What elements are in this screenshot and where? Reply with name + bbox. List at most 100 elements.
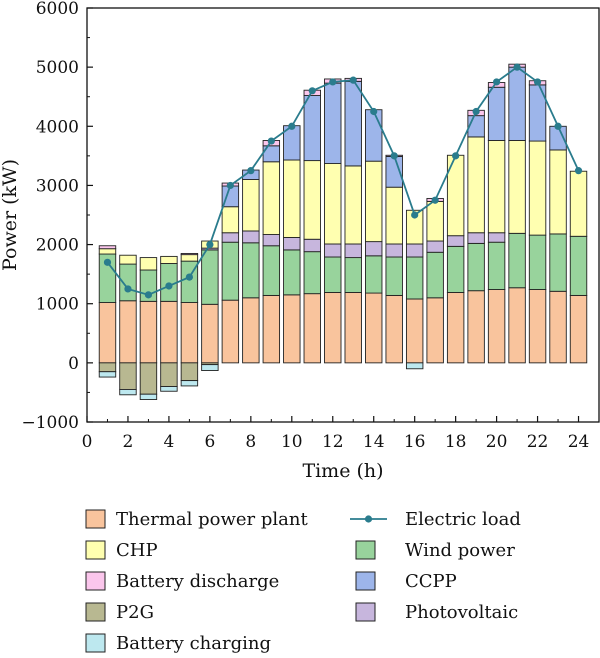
bar-pv — [487, 232, 506, 243]
bar-ccpp — [344, 80, 362, 167]
bar-pv — [365, 241, 383, 257]
legend-swatch-pv — [355, 602, 376, 622]
legend-marker-load — [364, 515, 373, 523]
legend-label-ccpp: CCPP — [405, 571, 457, 592]
bar-wind — [221, 241, 240, 301]
bar-wind — [569, 235, 588, 296]
electric-load-point — [452, 152, 460, 160]
bar-wind — [344, 257, 362, 293]
bar-chp — [221, 206, 240, 234]
bar-chp — [283, 159, 301, 238]
bar-thermal — [242, 297, 260, 364]
electric-load-point — [390, 152, 398, 160]
y-tick-label: 1000 — [36, 295, 79, 315]
bar-chp — [262, 161, 281, 235]
bar-ccpp — [324, 82, 342, 164]
bar-ccpp — [508, 66, 526, 141]
bar-chp — [365, 160, 383, 243]
bar-p2g — [98, 362, 117, 373]
bar-thermal — [324, 292, 342, 364]
legend-label-pv: Photovoltaic — [405, 602, 518, 623]
legend-label-charging: Battery charging — [116, 633, 271, 654]
electric-load-point — [267, 137, 275, 145]
bar-thermal — [569, 294, 588, 364]
electric-load-point — [165, 282, 173, 290]
bar-thermal — [119, 300, 137, 364]
x-axis-label: Time (h) — [302, 460, 383, 482]
bars-layer — [98, 63, 588, 400]
legend-label-p2g: P2G — [116, 602, 154, 623]
electric-load-point — [411, 211, 419, 219]
bar-wind — [365, 255, 383, 294]
y-tick-label: 0 — [68, 354, 79, 374]
bar-charging — [160, 386, 178, 392]
bar-pv — [283, 237, 301, 251]
axis-ticks: 0 2 4 6 8 10 12 14 16 18 20 22 24−100001000200030004… — [21, 0, 589, 452]
bar-thermal — [160, 300, 178, 364]
x-tick-label: 6 — [204, 432, 215, 452]
bar-thermal — [303, 293, 321, 364]
bar-chp — [569, 170, 588, 237]
legend-swatch-chp — [85, 540, 106, 560]
bar-ccpp — [467, 115, 485, 138]
electric-load-line — [106, 66, 580, 296]
electric-load-line-layer — [103, 63, 583, 299]
bar-chp — [385, 186, 403, 245]
bar-wind — [385, 256, 403, 296]
electric-load-point — [288, 122, 296, 130]
legend-swatch-charging — [85, 633, 106, 653]
bar-wind — [508, 232, 526, 289]
electric-load-point — [431, 196, 439, 204]
y-tick-label: 5000 — [36, 58, 79, 78]
legend-swatch-ccpp — [355, 571, 376, 591]
bar-chp — [303, 160, 321, 240]
bar-p2g — [180, 362, 199, 382]
bar-thermal — [221, 299, 240, 364]
electric-load-point — [247, 167, 255, 175]
legend-label-load: Electric load — [405, 509, 521, 530]
electric-load-point — [103, 258, 112, 266]
bar-pv — [324, 243, 342, 258]
bar-wind — [446, 245, 465, 293]
bar-wind — [262, 245, 281, 296]
bar-wind — [549, 233, 567, 292]
bar-pv — [303, 238, 321, 253]
bar-wind — [324, 256, 342, 293]
x-tick-label: 8 — [245, 432, 256, 452]
bar-p2g — [139, 362, 158, 395]
bar-chp — [119, 254, 137, 265]
bar-pv — [344, 243, 362, 259]
bar-thermal — [139, 300, 158, 364]
bar-thermal — [446, 292, 465, 364]
bar-thermal — [365, 292, 383, 364]
y-axis-label: Power (kW) — [0, 159, 21, 271]
bar-thermal — [487, 289, 506, 364]
bar-discharge — [98, 245, 117, 250]
electric-load-point — [226, 181, 234, 190]
bar-thermal — [344, 292, 362, 364]
bar-charging — [201, 364, 219, 371]
bar-chp — [467, 136, 485, 234]
y-tick-label: 3000 — [36, 176, 79, 196]
bar-chp — [344, 165, 362, 245]
bar-thermal — [385, 294, 403, 364]
bar-thermal — [508, 287, 526, 364]
legend-label-discharge: Battery discharge — [116, 571, 279, 592]
x-tick-label: 16 — [404, 432, 426, 452]
bar-p2g — [160, 362, 178, 387]
y-tick-label: 4000 — [36, 117, 79, 137]
x-tick-label: 12 — [322, 432, 344, 452]
bar-charging — [405, 362, 424, 370]
legend-label-chp: CHP — [116, 540, 158, 561]
bar-chp — [405, 209, 424, 245]
electric-load-point — [493, 78, 501, 86]
electric-load-point — [124, 285, 132, 293]
bar-chp — [180, 254, 199, 262]
bar-wind — [405, 256, 424, 300]
bar-thermal — [180, 302, 199, 364]
bar-charging — [119, 389, 137, 396]
bar-thermal — [528, 289, 547, 364]
electric-load-point — [144, 291, 153, 299]
x-tick-label: 10 — [281, 432, 303, 452]
